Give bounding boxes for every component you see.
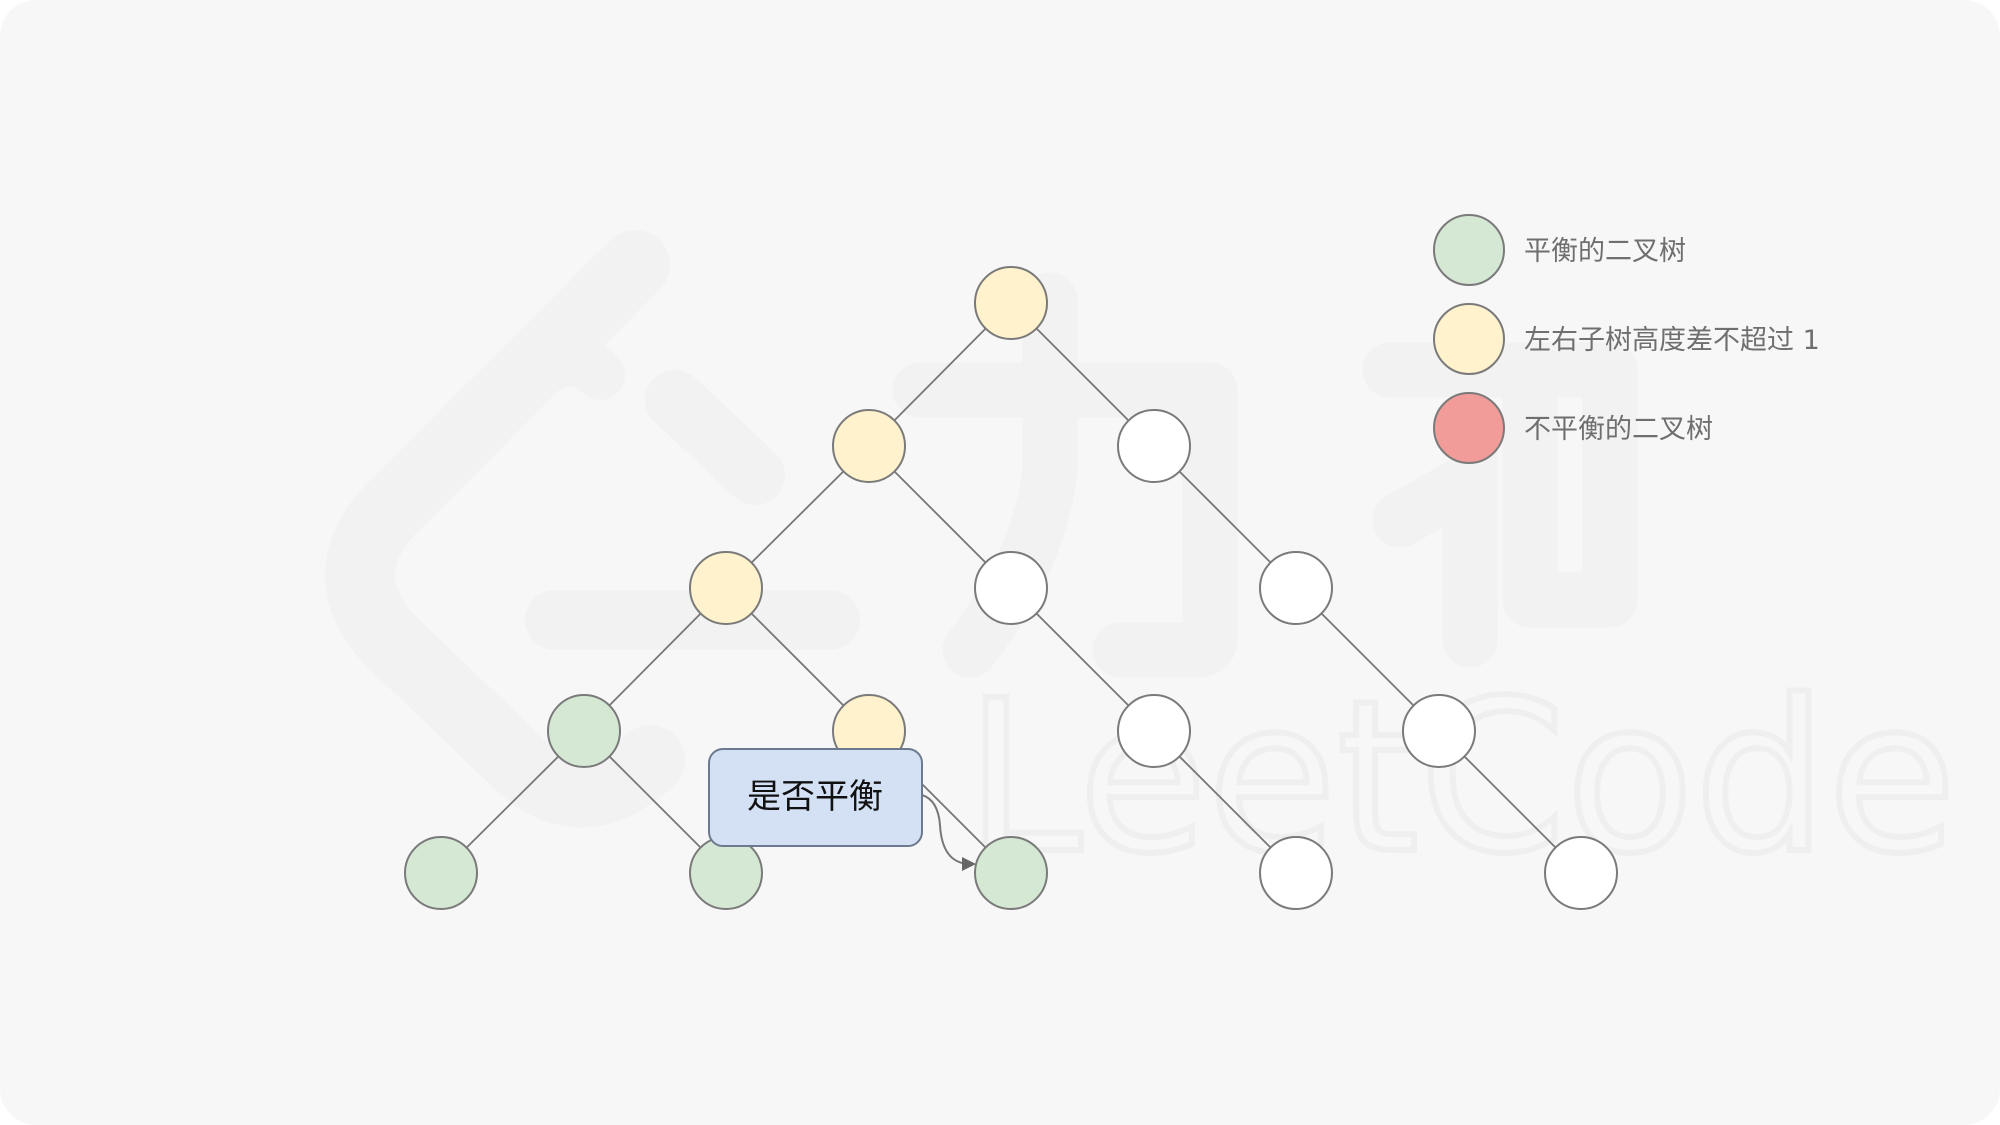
- legend-label-3: 不平衡的二叉树: [1524, 414, 1713, 445]
- tree-node-n15-unvisited: [1544, 836, 1618, 910]
- tree-nodes: [404, 266, 1618, 910]
- legend-label-1: 平衡的二叉树: [1524, 236, 1686, 267]
- legend-swatch-3: [1433, 392, 1505, 464]
- watermark-text: LeetCode: [965, 655, 1957, 900]
- tree-node-n12-balanced: [689, 836, 763, 910]
- tree-node-n2-diff-ok: [832, 409, 906, 483]
- tree-node-n4-diff-ok: [689, 551, 763, 625]
- callout-text: 是否平衡: [747, 777, 883, 817]
- watermark-logo: LeetCode: [325, 230, 1960, 903]
- tree-node-n9-unvisited: [1117, 694, 1191, 768]
- tree-node-n13-balanced: [974, 836, 1048, 910]
- tree-node-n6-unvisited: [1259, 551, 1333, 625]
- legend-swatch-2: [1433, 303, 1505, 375]
- callout-box: [708, 748, 923, 847]
- tree-node-n5-unvisited: [974, 551, 1048, 625]
- callout-arrowhead: [962, 857, 976, 871]
- tree-node-n1-diff-ok: [974, 266, 1048, 340]
- tree-node-n7-balanced: [547, 694, 621, 768]
- tree-node-n3-unvisited: [1117, 409, 1191, 483]
- legend-swatch-1: [1433, 214, 1505, 286]
- tree-node-n14-unvisited: [1259, 836, 1333, 910]
- tree-node-n11-balanced: [404, 836, 478, 910]
- tree-node-n10-unvisited: [1402, 694, 1476, 768]
- balance-check-callout: 是否平衡: [708, 748, 976, 871]
- callout-arrow: [921, 794, 969, 865]
- legend-label-2: 左右子树高度差不超过 1: [1524, 325, 1820, 356]
